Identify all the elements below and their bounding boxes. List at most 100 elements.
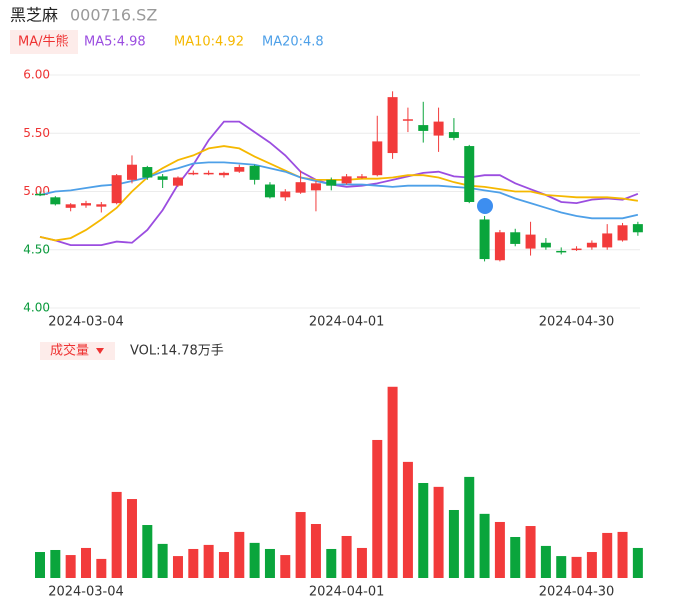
candle-body [586,242,597,248]
volume-bar [295,512,306,578]
volume-bar [111,491,122,578]
x-tick-label: 2024-04-01 [309,585,385,600]
volume-bar [356,547,367,578]
y-tick-label: 4.00 [23,301,50,315]
candle-body [35,193,45,196]
volume-bar [218,552,229,578]
candle-body [356,176,367,178]
candle-body [280,191,291,198]
candle-body [111,175,122,204]
candle-body [96,204,107,207]
dropdown-arrow[interactable] [96,348,104,354]
indicator-tag[interactable] [10,30,78,54]
candle-body [602,233,613,248]
volume-bar [35,552,45,578]
ma-line [39,145,639,242]
volume-bar [571,556,582,578]
volume-value: VOL:14.78万手 [130,344,224,359]
candle-body [203,172,214,175]
candle-body [295,182,306,193]
candle-body [126,164,137,180]
volume-bar [510,536,521,578]
volume-bar [341,535,352,578]
legend-entry: MA10:4.92 [174,35,244,50]
candle-body [341,176,352,184]
volume-tag[interactable] [40,342,115,360]
candle-body [433,121,444,136]
volume-bar [249,542,260,578]
volume-bar [525,526,536,578]
x-tick-label: 2024-03-04 [48,585,124,600]
volume-bar [203,544,214,578]
candle-body [310,183,321,191]
volume-bar [448,509,459,578]
candle-body [525,234,536,249]
legend-entry: MA5:4.98 [84,35,146,50]
volume-bar [188,548,199,578]
indicator-label[interactable]: MA/牛熊 [18,34,69,50]
volume-bar [234,531,245,578]
candle-body [65,204,76,208]
volume-bar [387,386,398,578]
volume-bar [280,555,291,578]
y-tick-label: 6.00 [23,68,50,82]
candle-body [617,225,628,241]
ma-line [39,120,639,246]
candle-body [494,232,505,261]
y-tick-label: 5.00 [23,184,50,198]
candle-body [510,232,521,244]
x-tick-label: 2024-04-30 [539,315,615,330]
candle-body [80,203,91,206]
candle-body [142,167,153,178]
candle-body [157,176,168,180]
volume-bar [494,521,505,578]
candle-body [249,165,260,180]
x-tick-label: 2024-03-04 [48,315,124,330]
candle-body [50,197,61,205]
volume-bar [632,547,643,578]
candle-body [571,248,582,251]
candle-body [540,242,551,248]
y-tick-label: 5.50 [23,126,50,140]
volume-bar [96,558,107,578]
volume-bar [556,556,567,578]
candle-body [556,250,567,253]
candle-body [188,172,199,175]
x-tick-label: 2024-04-30 [539,585,615,600]
candle-body [418,125,429,131]
volume-bar [172,556,183,578]
candle-body [402,119,413,121]
volume-bar [310,524,321,578]
volume-bar [540,545,551,578]
ma-line [39,161,639,220]
candle-body [387,97,398,154]
volume-bar [326,548,337,578]
candle-body [234,167,245,172]
volume-bar [50,549,61,578]
candle-body [172,177,183,186]
volume-bar [433,486,444,578]
volume-bar [402,461,413,578]
volume-bar [602,532,613,578]
volume-bar [142,525,153,578]
volume-bar [264,548,275,578]
candle-body [448,132,459,138]
candle-body [218,172,229,176]
x-tick-label: 2024-04-01 [309,315,385,330]
y-tick-label: 4.50 [23,242,50,256]
stock-code: 000716.SZ [70,6,157,25]
volume-bar [126,499,137,578]
volume-bar [617,531,628,578]
candle-body [264,184,275,198]
volume-bar [479,513,490,578]
candle-body [464,146,475,202]
volume-bar [372,439,383,578]
volume-bar [80,547,91,578]
volume-label[interactable]: 成交量 [50,343,89,359]
volume-bar [157,543,168,578]
event-badge[interactable] [477,198,493,214]
candle-body [326,179,337,186]
stock-name: 黑芝麻 [10,6,58,25]
candle-body [632,224,643,233]
